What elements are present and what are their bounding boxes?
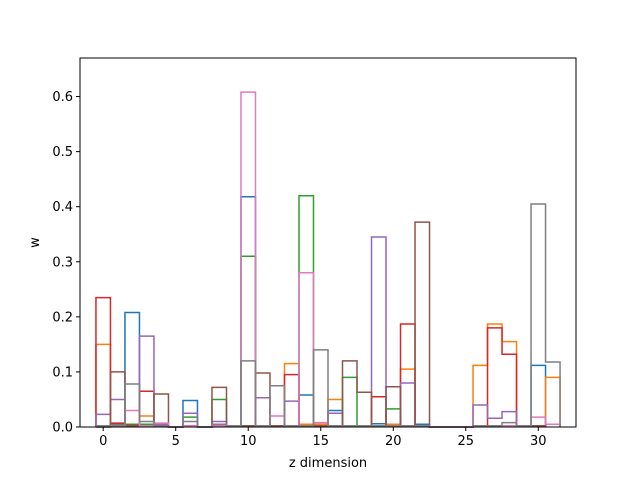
y-tick-label: 0.4 — [52, 200, 73, 215]
x-tick-label: 30 — [530, 434, 547, 449]
y-tick-label: 0.3 — [52, 255, 73, 270]
x-tick-label: 15 — [312, 434, 329, 449]
x-tick-label: 20 — [385, 434, 402, 449]
x-tick-label: 0 — [99, 434, 107, 449]
histogram-series-8 — [95, 203, 561, 428]
y-tick-label: 0.5 — [52, 145, 73, 160]
x-tick-label: 10 — [240, 434, 257, 449]
x-tick-label: 5 — [172, 434, 180, 449]
x-axis-ticks: 0 5 10 15 20 25 30 — [99, 427, 547, 449]
y-tick-label: 0.0 — [52, 421, 73, 436]
axes-frame — [79, 57, 577, 428]
y-axis-ticks: 0.0 0.1 0.2 0.3 0.4 0.5 0.6 — [52, 90, 80, 436]
x-axis-label: z dimension — [289, 456, 367, 471]
y-tick-label: 0.1 — [52, 365, 73, 380]
y-tick-label: 0.2 — [52, 310, 73, 325]
x-tick-label: 25 — [458, 434, 475, 449]
y-tick-label: 0.6 — [52, 90, 73, 105]
y-axis-label: w — [28, 237, 43, 248]
